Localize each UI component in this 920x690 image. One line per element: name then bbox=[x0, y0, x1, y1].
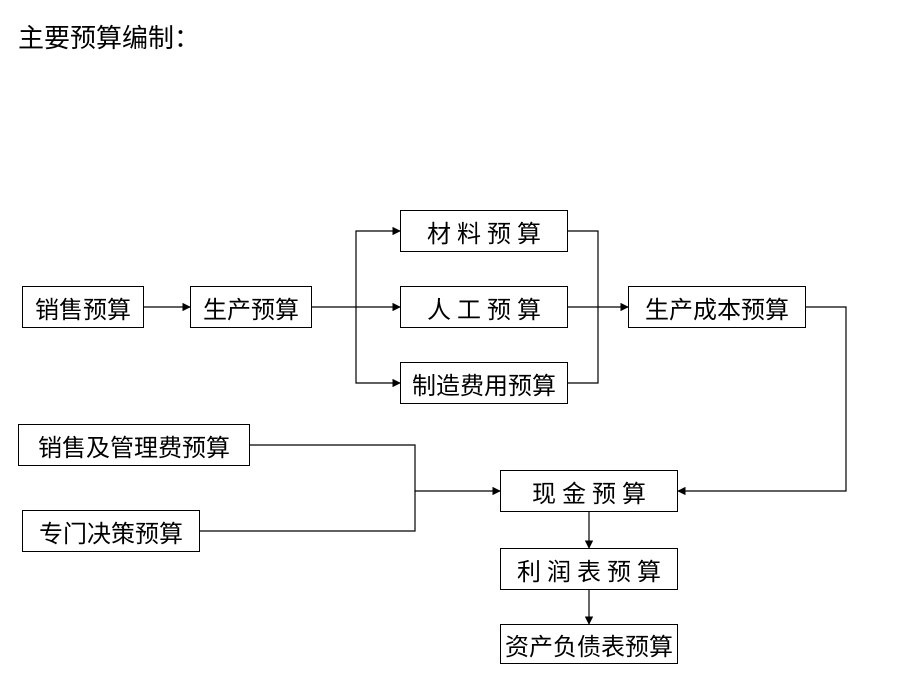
node-income: 利 润 表 预 算 bbox=[500, 548, 678, 590]
node-balance: 资产负债表预算 bbox=[500, 624, 678, 664]
node-sga: 销售及管理费预算 bbox=[18, 424, 250, 466]
edges-layer bbox=[0, 0, 920, 690]
node-prodcost: 生产成本预算 bbox=[628, 286, 806, 328]
node-production: 生产预算 bbox=[190, 286, 312, 328]
diagram-title: 主要预算编制： bbox=[18, 18, 200, 55]
node-special: 专门决策预算 bbox=[22, 510, 200, 552]
node-sales: 销售预算 bbox=[22, 286, 144, 328]
node-labor: 人 工 预 算 bbox=[400, 286, 568, 328]
node-cash: 现 金 预 算 bbox=[500, 470, 678, 512]
node-overhead: 制造费用预算 bbox=[400, 362, 568, 404]
node-materials: 材 料 预 算 bbox=[400, 210, 568, 252]
